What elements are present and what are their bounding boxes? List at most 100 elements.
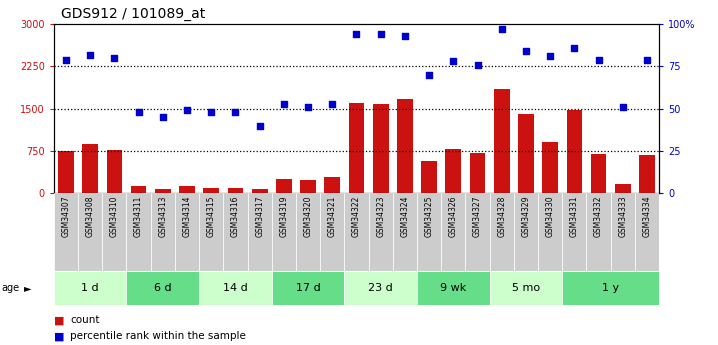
Bar — [538, 193, 562, 271]
Bar — [591, 154, 607, 193]
Text: GSM34330: GSM34330 — [546, 196, 555, 237]
Text: count: count — [70, 315, 100, 325]
Bar — [445, 149, 461, 193]
Bar — [296, 193, 320, 271]
Bar — [470, 152, 485, 193]
Bar — [587, 193, 611, 271]
Text: GSM34325: GSM34325 — [424, 196, 434, 237]
Bar — [300, 180, 316, 193]
Bar — [199, 193, 223, 271]
Bar — [228, 188, 243, 193]
Point — [327, 101, 338, 106]
Text: 6 d: 6 d — [154, 283, 172, 293]
Bar — [397, 99, 413, 193]
Text: GDS912 / 101089_at: GDS912 / 101089_at — [61, 7, 205, 21]
Bar — [248, 193, 271, 271]
Bar — [635, 193, 659, 271]
Text: GSM34315: GSM34315 — [207, 196, 215, 237]
Bar — [518, 114, 533, 193]
Text: GSM34321: GSM34321 — [328, 196, 337, 237]
Text: GSM34320: GSM34320 — [304, 196, 312, 237]
Bar — [542, 142, 558, 193]
Text: GSM34307: GSM34307 — [62, 196, 70, 237]
Bar — [131, 186, 146, 193]
Bar — [562, 193, 587, 271]
Bar — [639, 155, 655, 193]
Text: 1 y: 1 y — [602, 283, 619, 293]
Point — [496, 27, 508, 32]
Bar — [54, 193, 78, 271]
Text: GSM34323: GSM34323 — [376, 196, 385, 237]
Bar — [180, 186, 195, 193]
Text: 5 mo: 5 mo — [512, 283, 540, 293]
Bar — [417, 193, 442, 271]
Point — [375, 31, 386, 37]
Bar — [373, 104, 388, 193]
Text: GSM34329: GSM34329 — [521, 196, 531, 237]
Bar — [465, 193, 490, 271]
Bar — [223, 193, 248, 271]
Text: age: age — [1, 283, 19, 293]
Bar — [151, 193, 175, 271]
Point — [472, 62, 483, 68]
Text: GSM34313: GSM34313 — [158, 196, 167, 237]
Text: ■: ■ — [54, 315, 65, 325]
Bar — [271, 271, 345, 305]
Point — [424, 72, 435, 78]
Point — [350, 31, 362, 37]
Text: GSM34332: GSM34332 — [594, 196, 603, 237]
Bar — [490, 271, 562, 305]
Text: GSM34308: GSM34308 — [85, 196, 95, 237]
Bar — [271, 193, 296, 271]
Bar — [421, 160, 437, 193]
Text: GSM34324: GSM34324 — [401, 196, 409, 237]
Point — [254, 123, 266, 128]
Bar — [126, 271, 199, 305]
Text: GSM34316: GSM34316 — [231, 196, 240, 237]
Point — [593, 57, 605, 62]
Text: 14 d: 14 d — [223, 283, 248, 293]
Text: ■: ■ — [54, 332, 65, 341]
Point — [60, 57, 72, 62]
Point — [521, 48, 532, 54]
Bar — [349, 103, 364, 193]
Point — [278, 101, 289, 106]
Bar — [276, 179, 292, 193]
Bar — [106, 150, 122, 193]
Bar — [393, 193, 417, 271]
Point — [302, 104, 314, 110]
Point — [133, 109, 144, 115]
Text: GSM34322: GSM34322 — [352, 196, 361, 237]
Bar — [417, 271, 490, 305]
Bar — [345, 193, 368, 271]
Bar — [175, 193, 199, 271]
Text: 17 d: 17 d — [296, 283, 320, 293]
Point — [230, 109, 241, 115]
Point — [205, 109, 217, 115]
Bar — [442, 193, 465, 271]
Text: percentile rank within the sample: percentile rank within the sample — [70, 332, 246, 341]
Bar — [54, 271, 126, 305]
Bar — [345, 271, 417, 305]
Text: GSM34333: GSM34333 — [618, 196, 628, 237]
Bar — [155, 189, 171, 193]
Point — [399, 33, 411, 39]
Bar — [562, 271, 659, 305]
Bar — [368, 193, 393, 271]
Point — [617, 104, 628, 110]
Bar — [490, 193, 514, 271]
Text: GSM34314: GSM34314 — [182, 196, 192, 237]
Point — [544, 53, 556, 59]
Point — [157, 114, 169, 120]
Bar — [252, 189, 268, 193]
Bar — [567, 110, 582, 193]
Bar — [494, 89, 510, 193]
Bar — [58, 151, 74, 193]
Text: GSM34310: GSM34310 — [110, 196, 119, 237]
Text: GSM34328: GSM34328 — [498, 196, 506, 237]
Text: 23 d: 23 d — [368, 283, 393, 293]
Point — [85, 52, 96, 57]
Bar — [615, 184, 630, 193]
Text: 1 d: 1 d — [81, 283, 99, 293]
Bar — [320, 193, 345, 271]
